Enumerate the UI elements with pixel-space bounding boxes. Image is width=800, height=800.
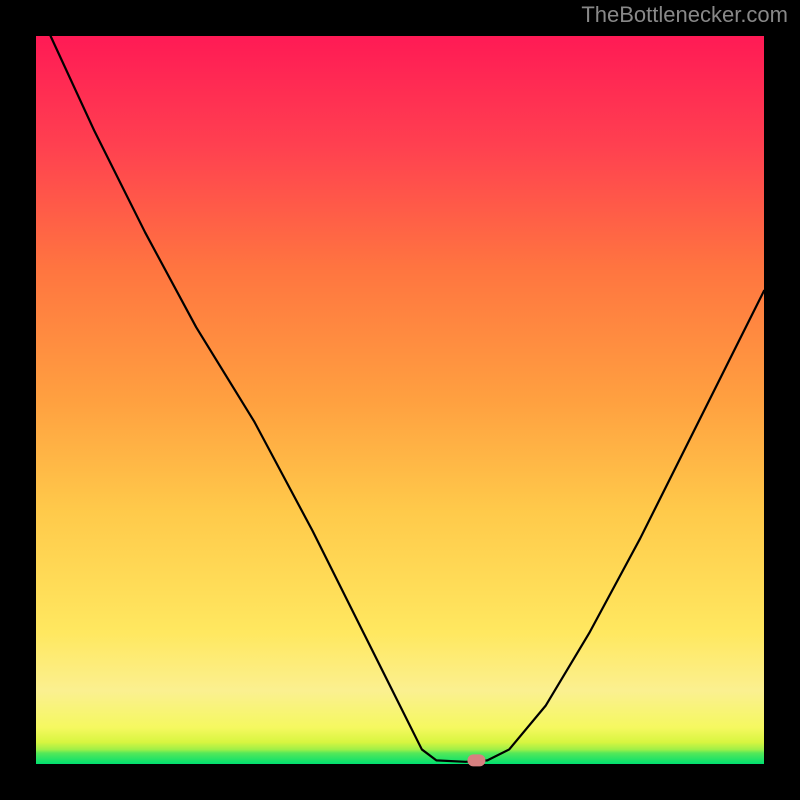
plot-area [36,36,764,764]
watermark-text: TheBottlenecker.com [581,2,788,28]
chart-container: TheBottlenecker.com [0,0,800,800]
bottleneck-chart [0,0,800,800]
optimal-point-marker [467,754,485,766]
